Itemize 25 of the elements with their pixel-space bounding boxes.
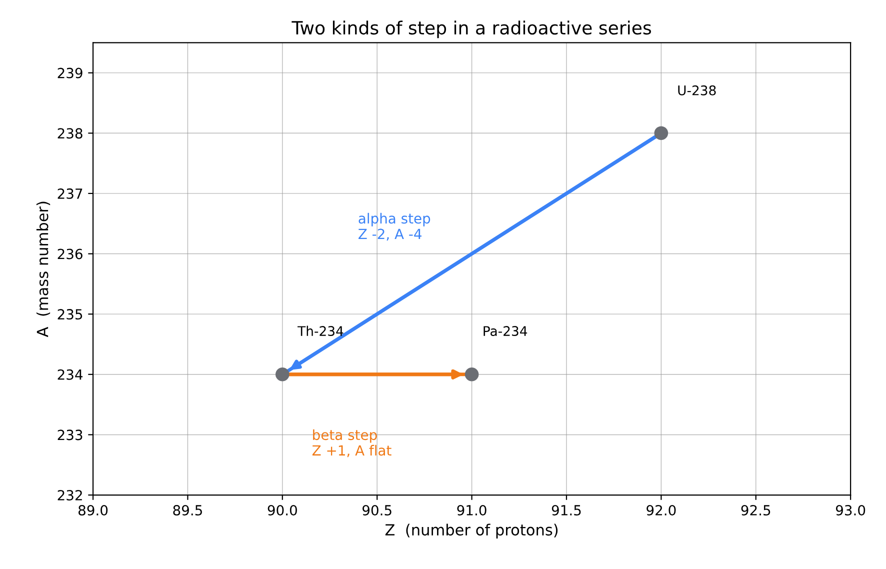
y-axis-title: A (mass number) [36,202,50,338]
y-tick-label: 235 [58,309,82,320]
x-tick-label: 90.0 [268,504,297,516]
text: alpha step Z -2, A -4 [358,212,430,241]
x-axis-title: Z (number of protons) [385,524,558,539]
x-tick-label: 91.5 [552,504,581,516]
y-tick-label: 233 [58,430,82,440]
x-tick-label: 89.0 [78,504,108,516]
y-tick-label: 238 [58,128,82,139]
y-tick-label: 232 [58,490,82,501]
x-tick-label: 91.0 [457,504,486,516]
annotation: U-238 [678,85,716,96]
y-tick-label: 236 [58,248,82,260]
annotation: Th-234 [298,326,344,336]
y-tick-label: 234 [58,369,83,380]
y-tick-label: 237 [58,188,82,199]
x-tick-label: 89.5 [173,504,202,516]
y-tick-label: 239 [58,68,82,78]
chart-title: Two kinds of step in a radioactive series [292,20,651,38]
x-tick-label: 92.5 [741,504,770,516]
x-tick-label: 93.0 [836,504,866,516]
x-tick-label: 90.5 [362,504,392,516]
text: beta step Z +1, A flat [312,429,392,458]
annotation: Pa-234 [484,326,528,336]
x-tick-label: 92.0 [646,504,676,516]
